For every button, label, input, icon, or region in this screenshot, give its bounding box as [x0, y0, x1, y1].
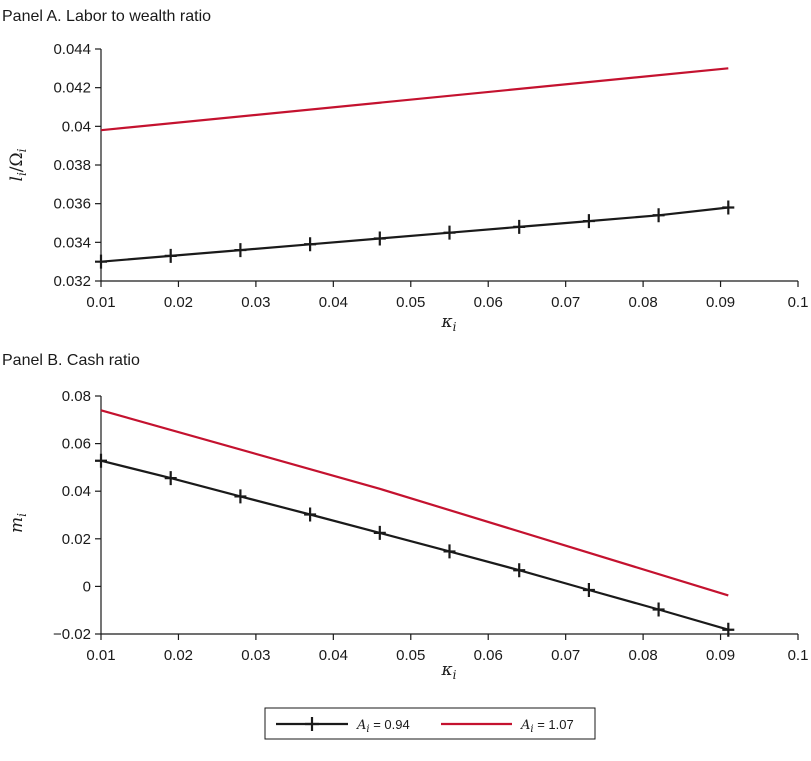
- panel-a-title: Panel A. Labor to wealth ratio: [2, 8, 211, 25]
- panel-a-x-tick-label: 0.05: [396, 294, 425, 311]
- legend-red-eq: = 1.07: [534, 717, 574, 732]
- panel-a-series-line-a-094: [100, 206, 729, 263]
- panel-b-x-tick-label: 0.04: [319, 647, 348, 664]
- panel-a-point-a-094: [652, 208, 665, 223]
- panel-b-y-tick-label: 0: [83, 578, 91, 595]
- panel-a-y-tick-label: 0.04: [62, 118, 91, 135]
- panel-b-point-a-094: [95, 453, 107, 468]
- panel-b-title: Panel B. Cash ratio: [2, 352, 140, 369]
- legend-black-sub: i: [366, 724, 369, 735]
- panel-b-x-label-kappa: κ: [441, 660, 453, 680]
- panel-b-point-a-094: [652, 602, 665, 617]
- legend-black-eq: = 0.94: [370, 717, 410, 732]
- panel-b-point-a-094: [373, 525, 386, 540]
- panel-b-point-a-094: [304, 507, 317, 522]
- legend-label-black: Ai = 0.94: [356, 717, 410, 735]
- panel-a-point-a-094: [722, 200, 735, 215]
- panel-a-point-a-094: [95, 254, 107, 269]
- panel-b-point-a-094: [722, 622, 735, 637]
- panel-a-point-a-094: [513, 219, 526, 234]
- panel-b-x-tick-label: 0.07: [551, 647, 580, 664]
- panel-b-x-tick-label: 0.08: [629, 647, 658, 664]
- panel-a-y-tick-label: 0.036: [53, 196, 91, 213]
- legend: Ai = 0.94 Ai = 1.07: [264, 707, 596, 740]
- panel-a-x-tick-label: 0.01: [86, 294, 115, 311]
- panel-a-x-tick-label: 0.07: [551, 294, 580, 311]
- panel-b-point-a-094: [582, 582, 595, 597]
- panel-b-point-a-094: [443, 544, 456, 559]
- panel-a-y-ticks: 0.032 0.034 0.036 0.038 0.04 0.042 0.044: [53, 41, 101, 290]
- panel-a-x-tick-label: 0.03: [241, 294, 270, 311]
- panel-a-y-label: li/Ωi: [7, 148, 29, 181]
- panel-a-y-tick-label: 0.034: [53, 234, 91, 251]
- panel-b-y-label-m: m: [7, 517, 27, 533]
- legend-red-var: A: [520, 718, 530, 733]
- panel-a-y-tick-label: 0.044: [53, 41, 91, 58]
- panel-b: Panel B. Cash ratio −0.0200.020.040.060.…: [2, 352, 808, 682]
- panel-b-y-label-sub: i: [15, 513, 29, 517]
- panel-a-x-tick-label: 0.09: [706, 294, 735, 311]
- panel-b-point-a-094: [234, 489, 247, 504]
- panel-b-x-ticks: 0.01 0.02 0.03 0.04 0.05 0.06 0.07 0.08 0.09 0.1: [86, 634, 808, 664]
- panel-a-x-label-kappa: κ: [441, 312, 453, 332]
- panel-a-y-tick-label: 0.032: [53, 273, 91, 290]
- panel-a-point-a-094: [164, 248, 177, 263]
- panel-a-point-a-094: [582, 214, 595, 229]
- panel-a-x-label-sub: i: [453, 320, 457, 334]
- panel-b-y-ticks: −0.02 0 0.02 0.04 0.06 0.08: [53, 388, 101, 643]
- panel-b-y-tick-label: 0.02: [62, 531, 91, 548]
- panel-a-x-tick-label: 0.06: [474, 294, 503, 311]
- panel-a-point-a-094: [304, 237, 317, 252]
- legend-label-red: Ai = 1.07: [520, 717, 574, 735]
- panel-a-series-line-a-107: [100, 67, 729, 132]
- panel-b-x-tick-label: 0.06: [474, 647, 503, 664]
- panel-a-point-a-094: [373, 231, 386, 246]
- panel-a-x-label: κi: [441, 312, 457, 334]
- panel-b-point-a-094: [513, 563, 526, 578]
- panel-b-y-tick-label: 0.04: [62, 483, 91, 500]
- legend-marker-plus: [305, 717, 319, 731]
- panel-a-x-tick-label: 0.04: [319, 294, 348, 311]
- legend-red-sub: i: [530, 724, 533, 735]
- panel-a-x-ticks: 0.01 0.02 0.03 0.04 0.05 0.06 0.07 0.08 0.09 0.1: [86, 281, 808, 311]
- panel-a-y-tick-label: 0.038: [53, 157, 91, 174]
- panel-b-x-label: κi: [441, 660, 457, 682]
- panel-b-point-a-094: [164, 471, 177, 486]
- panel-b-y-label: mi: [7, 513, 29, 533]
- panel-a-y-label-sub2: i: [15, 148, 29, 152]
- panel-b-y-tick-label: 0.08: [62, 388, 91, 405]
- panel-b-series-line-a-094: [100, 459, 729, 631]
- panel-b-x-tick-label: 0.09: [706, 647, 735, 664]
- panel-a-point-a-094: [443, 225, 456, 240]
- legend-black-var: A: [356, 718, 366, 733]
- panel-b-x-tick-label: 0.1: [788, 647, 809, 664]
- panel-a-y-tick-label: 0.042: [53, 80, 91, 97]
- panel-a-x-tick-label: 0.1: [788, 294, 809, 311]
- panel-b-x-label-sub: i: [453, 668, 457, 682]
- panel-a-point-a-094: [234, 243, 247, 258]
- panel-b-x-tick-label: 0.03: [241, 647, 270, 664]
- panel-a-x-tick-label: 0.08: [629, 294, 658, 311]
- panel-b-x-tick-label: 0.02: [164, 647, 193, 664]
- panel-b-series-line-a-107: [100, 409, 729, 597]
- panel-a-y-label-sub1: i: [15, 172, 29, 176]
- panel-a-y-label-l: l: [7, 176, 27, 181]
- panel-b-y-tick-label: −0.02: [53, 626, 91, 643]
- panel-b-y-tick-label: 0.06: [62, 436, 91, 453]
- panel-a-y-label-slash: /Ω: [7, 152, 27, 172]
- panel-b-x-tick-label: 0.01: [86, 647, 115, 664]
- panel-a-x-tick-label: 0.02: [164, 294, 193, 311]
- panel-b-series: [95, 409, 735, 637]
- panel-a: Panel A. Labor to wealth ratio 0.0320.03…: [2, 8, 808, 334]
- panel-a-series: [95, 67, 735, 269]
- panel-b-x-tick-label: 0.05: [396, 647, 425, 664]
